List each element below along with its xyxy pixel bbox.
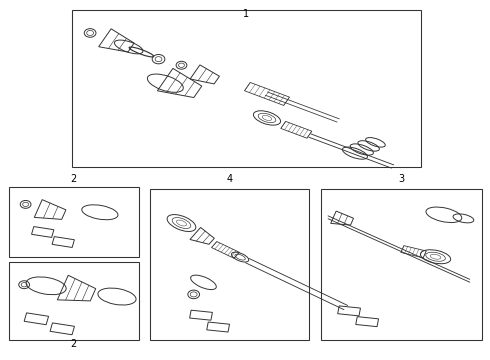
Text: 2: 2	[70, 339, 76, 349]
Text: 1: 1	[243, 9, 249, 19]
Text: 3: 3	[398, 174, 404, 184]
Text: 2: 2	[70, 174, 76, 184]
Bar	[9, 187, 139, 257]
Bar	[321, 189, 482, 339]
Bar	[150, 189, 309, 339]
Text: 4: 4	[226, 174, 232, 184]
Bar	[72, 10, 421, 167]
Bar	[9, 262, 139, 339]
